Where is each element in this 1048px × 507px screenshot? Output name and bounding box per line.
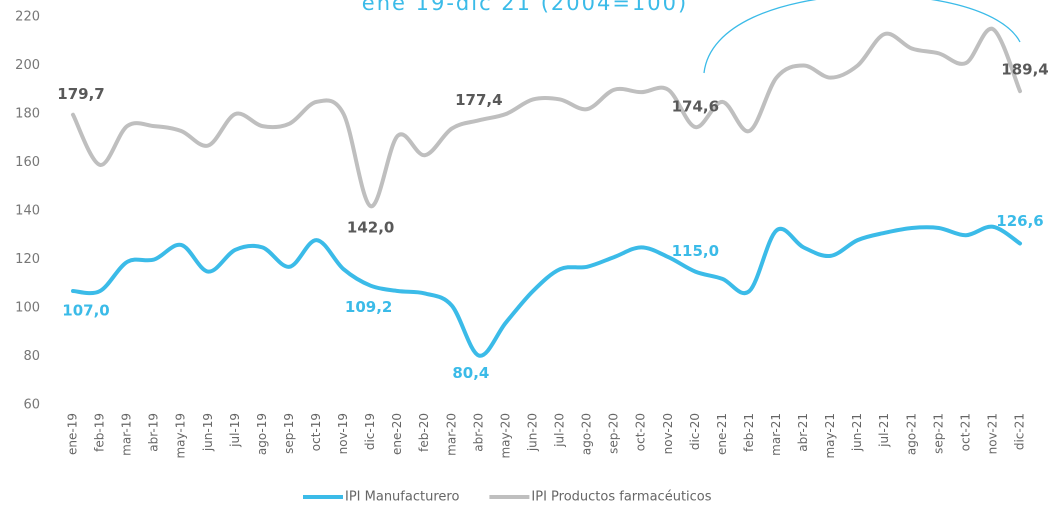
- data-label: 179,7: [57, 85, 104, 103]
- y-tick-label: 100: [15, 301, 40, 316]
- x-tick-label: feb-19: [93, 413, 107, 452]
- x-tick-label: jun-20: [525, 413, 539, 452]
- data-label: 177,4: [455, 91, 502, 109]
- data-label: 189,4: [1001, 61, 1048, 79]
- data-label: 115,0: [672, 242, 719, 260]
- x-tick-label: jun-19: [201, 413, 215, 452]
- x-tick-label: abr-19: [147, 413, 161, 452]
- y-tick-label: 140: [15, 204, 40, 219]
- legend-label: IPI Productos farmacéuticos: [531, 490, 711, 505]
- x-tick-label: oct-19: [309, 413, 323, 451]
- series-line: [71, 27, 1022, 209]
- x-tick-label: oct-21: [958, 413, 972, 451]
- x-tick-label: nov-19: [336, 413, 350, 454]
- x-tick-label: jul-19: [228, 413, 242, 448]
- x-tick-label: ene-20: [390, 413, 404, 455]
- x-tick-label: dic-21: [1013, 413, 1027, 450]
- y-tick-label: 160: [15, 155, 40, 170]
- data-label: 174,6: [672, 98, 719, 116]
- x-tick-label: nov-20: [661, 413, 675, 454]
- data-label: 109,2: [345, 298, 392, 316]
- x-tick-label: mar-20: [444, 413, 458, 456]
- x-tick-label: sep-19: [282, 413, 296, 454]
- x-tick-label: dic-19: [363, 413, 377, 450]
- legend-label: IPI Manufacturero: [345, 490, 459, 505]
- data-label: 142,0: [347, 219, 394, 237]
- x-tick-label: mar-19: [120, 413, 134, 456]
- series-line: [71, 224, 1022, 358]
- x-tick-label: mar-21: [769, 413, 783, 456]
- x-tick-label: jul-20: [553, 413, 567, 448]
- x-tick-label: abr-20: [471, 413, 485, 452]
- x-tick-label: jul-21: [877, 413, 891, 448]
- y-tick-label: 200: [15, 58, 40, 73]
- data-label: 126,6: [996, 212, 1043, 230]
- y-tick-label: 120: [15, 252, 40, 267]
- x-tick-label: oct-20: [634, 413, 648, 451]
- x-tick-label: ago-20: [580, 413, 594, 455]
- x-tick-label: sep-20: [607, 413, 621, 454]
- x-tick-label: jun-21: [850, 413, 864, 452]
- y-tick-label: 60: [23, 398, 40, 413]
- x-tick-label: abr-21: [796, 413, 810, 452]
- x-tick-label: nov-21: [985, 413, 999, 454]
- x-tick-label: ene-21: [715, 413, 729, 455]
- x-tick-label: may-20: [498, 413, 512, 459]
- chart-subtitle: ene 19-dic 21 (2004=100): [362, 0, 688, 15]
- x-tick-label: ene-19: [66, 413, 80, 455]
- y-tick-label: 80: [23, 349, 40, 364]
- data-label: 107,0: [62, 302, 109, 320]
- x-tick-label: sep-21: [931, 413, 945, 454]
- x-tick-label: ago-19: [255, 413, 269, 455]
- data-label: 80,4: [452, 364, 489, 382]
- x-tick-label: ago-21: [904, 413, 918, 455]
- x-tick-label: feb-20: [417, 413, 431, 452]
- y-tick-label: 220: [15, 10, 40, 25]
- x-tick-label: dic-20: [688, 413, 702, 450]
- annotation-arc: [703, 0, 1021, 74]
- y-tick-label: 180: [15, 107, 40, 122]
- x-tick-label: may-19: [174, 413, 188, 459]
- x-tick-label: feb-21: [742, 413, 756, 452]
- x-tick-label: may-21: [823, 413, 837, 459]
